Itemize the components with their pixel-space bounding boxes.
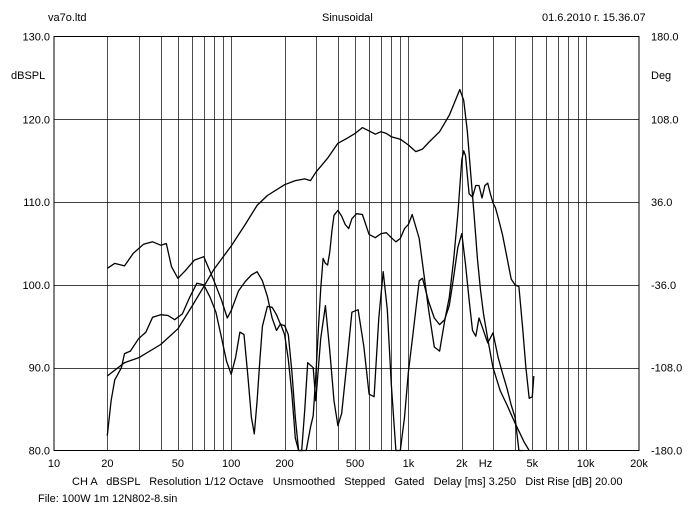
x-tick-label: 2k xyxy=(456,458,468,470)
x-tick-labels: 10 20 50 100 200 500 1k 2k 5k 10k 20k Hz xyxy=(48,458,648,470)
header-company: va7o.ltd xyxy=(48,12,87,24)
y-right-tick-label: 108.0 xyxy=(651,114,679,126)
grid-lines xyxy=(54,36,639,451)
y-right-tick-label: 36.0 xyxy=(651,197,672,209)
x-unit-label: Hz xyxy=(479,458,492,470)
y-left-tick-label: 100.0 xyxy=(22,280,50,292)
x-tick-label: 500 xyxy=(346,458,364,470)
series-line-1 xyxy=(106,88,530,451)
y-left-tick-label: 130.0 xyxy=(22,32,50,44)
plot-frame xyxy=(53,36,640,451)
y-left-tick-label: 80.0 xyxy=(29,446,50,458)
x-tick-label: 100 xyxy=(222,458,240,470)
x-tick-label: 20 xyxy=(101,458,113,470)
footer-file: File: 100W 1m 12N802-8.sin xyxy=(38,493,178,505)
y-left-tick-label: 110.0 xyxy=(23,197,50,209)
y-right-tick-label: 180.0 xyxy=(651,32,679,44)
x-tick-label: 10 xyxy=(48,458,60,470)
header-mode: Sinusoidal xyxy=(322,12,373,24)
x-tick-label: 20k xyxy=(630,458,648,470)
y-right-tick-label: -36.0 xyxy=(651,280,676,292)
x-tick-label: 50 xyxy=(172,458,184,470)
y-right-label: Deg xyxy=(651,70,672,82)
x-tick-label: 1k xyxy=(403,458,415,470)
y-right-tick-label: -108.0 xyxy=(651,363,682,375)
y-right-tick-label: -180.0 xyxy=(651,446,682,458)
series-line-3 xyxy=(106,232,523,452)
y-right-tick-labels: -180.0 -108.0 -36.0 36.0 108.0 180.0 xyxy=(651,32,682,458)
y-left-tick-label: 120.0 xyxy=(22,114,50,126)
series-line-2 xyxy=(106,150,535,452)
series-lines xyxy=(106,88,535,452)
x-tick-label: 200 xyxy=(275,458,293,470)
x-tick-label: 5k xyxy=(526,458,538,470)
footer-settings: CH A dBSPL Resolution 1/12 Octave Unsmoo… xyxy=(72,476,623,488)
x-tick-label: 10k xyxy=(577,458,595,470)
header-timestamp: 01.6.2010 г. 15.36.07 xyxy=(542,12,646,24)
y-left-tick-label: 90.0 xyxy=(29,363,50,375)
y-left-tick-labels: 80.0 90.0 100.0 110.0 120.0 130.0 xyxy=(22,32,50,458)
y-left-label: dBSPL xyxy=(11,70,46,82)
